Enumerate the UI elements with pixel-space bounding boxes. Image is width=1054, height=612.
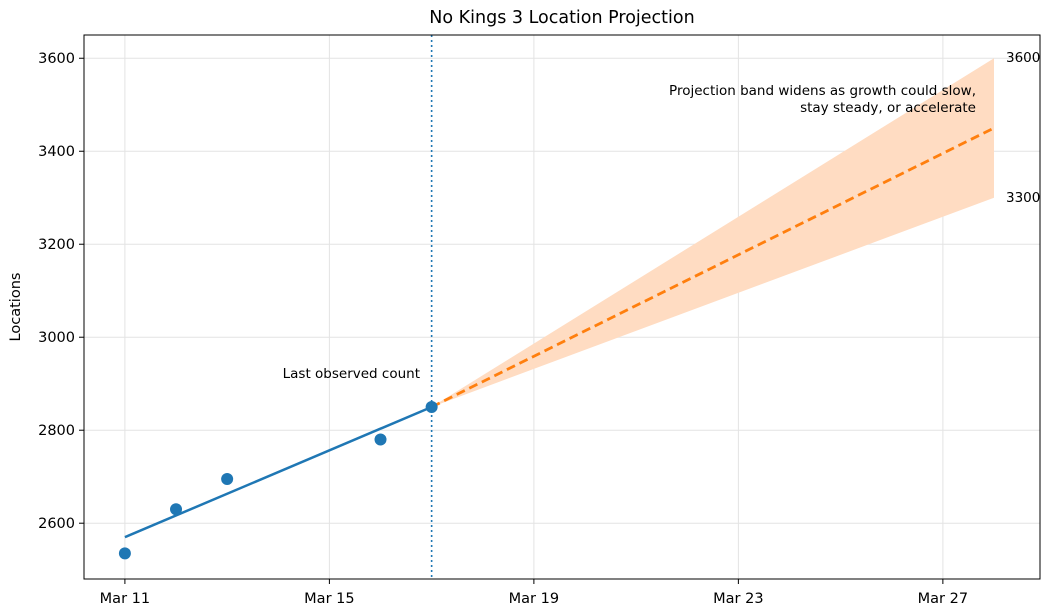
observed-point [118,547,131,560]
lower-value-label: 3300 [1006,190,1040,206]
x-tick-label: Mar 23 [713,591,763,607]
plot-frame [83,34,1041,580]
y-tick-label: 3200 [38,237,75,253]
projection-line [431,126,995,409]
projection-band [431,58,994,407]
x-tick-label: Mar 27 [918,591,968,607]
projection-band-layer [431,58,994,407]
band-annotation-line2: stay steady, or accelerate [800,100,976,116]
observed-point [374,433,387,446]
band-annotation-line1: Projection band widens as growth could s… [669,83,976,99]
observed-point [170,503,183,516]
x-tick-label: Mar 11 [100,591,150,607]
y-axis-label: Locations [8,273,24,342]
y-tick-label: 2800 [38,423,75,439]
y-tick-label: 2600 [38,516,75,532]
axis-ticks: Mar 11 Mar 15 Mar 19 Mar 23 Mar 27 2600 2800 30… [38,51,968,607]
observed-point [221,473,234,486]
trend-line [124,405,433,539]
y-tick-label: 3000 [38,330,75,346]
observed-point [425,400,438,413]
lines-layer [124,35,995,579]
last-observed-annotation: Last observed count [283,366,420,382]
y-tick-label: 3400 [38,144,75,160]
points-layer [118,400,438,560]
chart-title: No Kings 3 Location Projection [429,8,694,28]
upper-value-label: 3600 [1006,50,1040,66]
x-tick-label: Mar 15 [304,591,354,607]
y-tick-label: 3600 [38,51,75,67]
x-tick-label: Mar 19 [509,591,559,607]
